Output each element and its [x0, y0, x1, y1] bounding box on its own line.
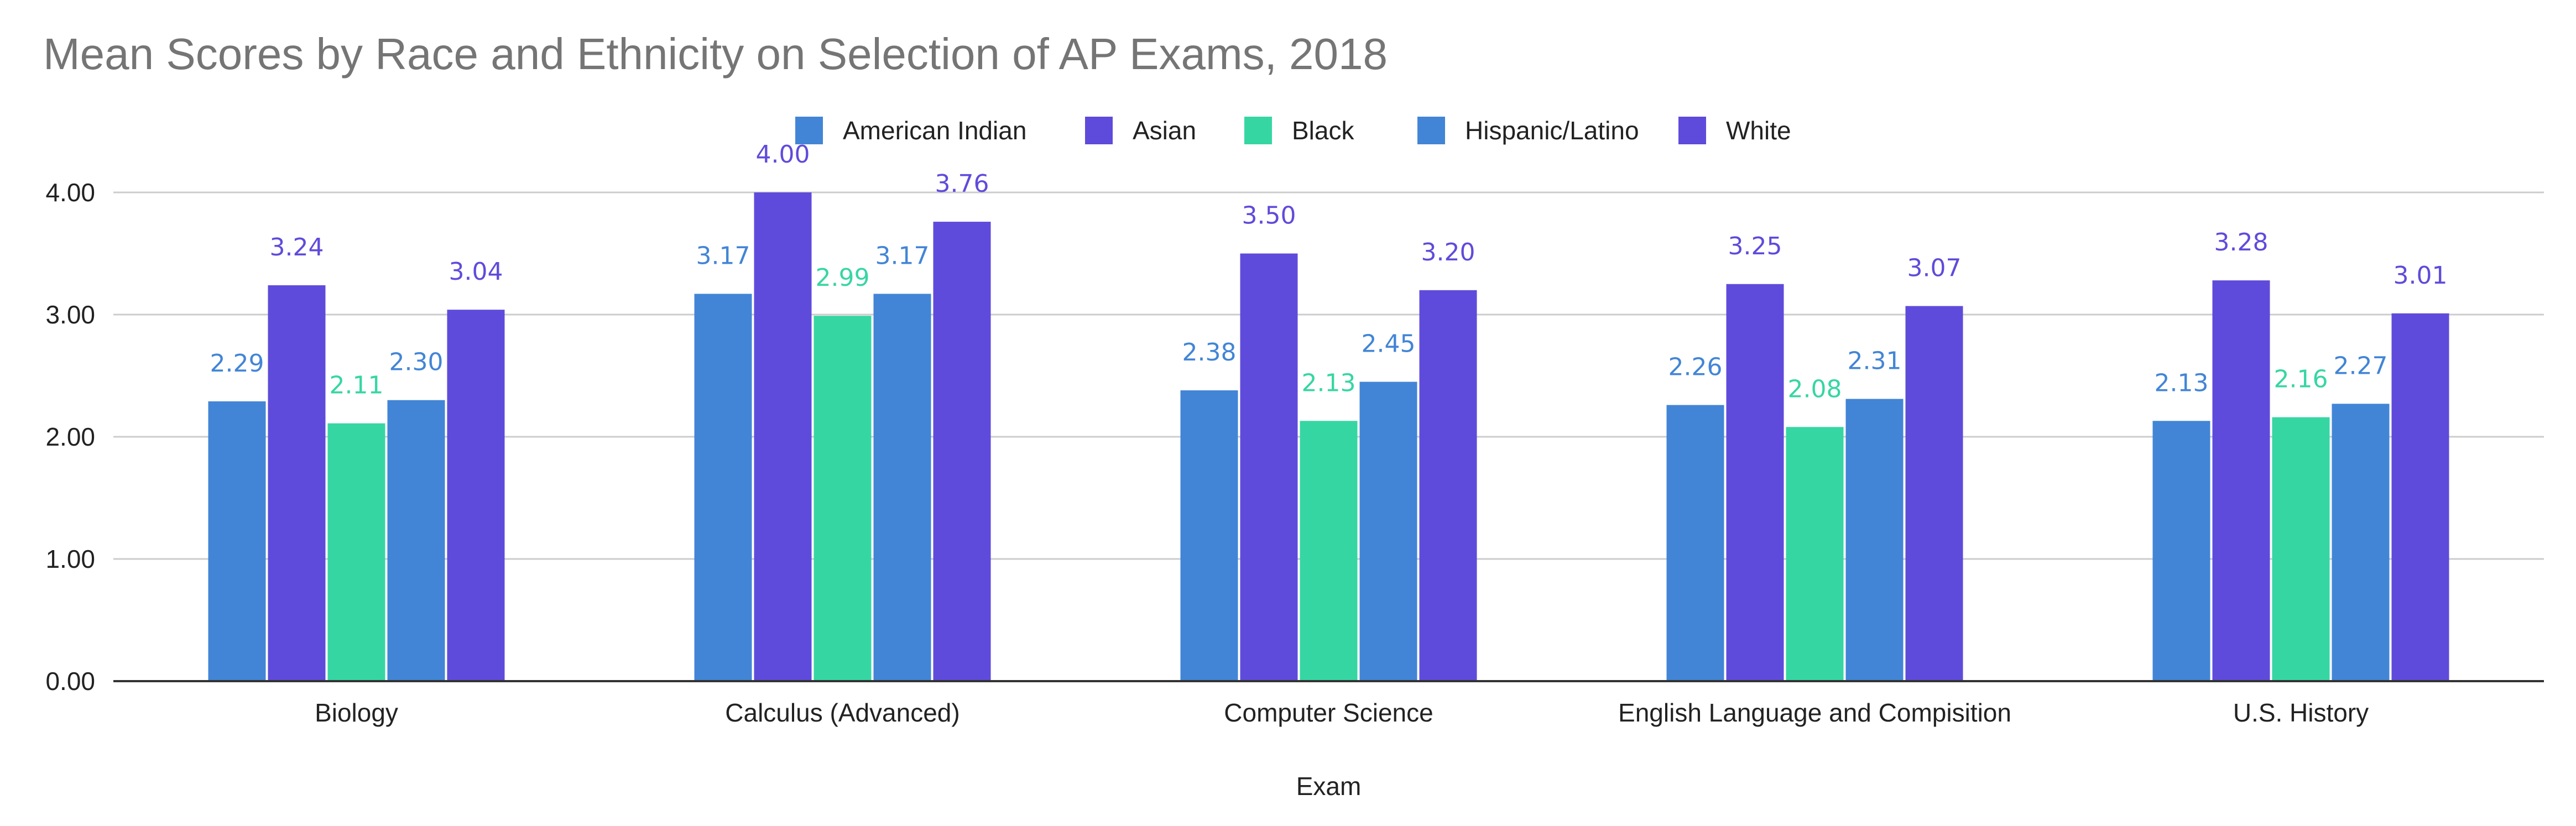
data-label: 3.20 [1421, 238, 1475, 266]
y-tick-label: 1.00 [45, 545, 95, 573]
y-tick-label: 3.00 [45, 300, 95, 329]
chart-title: Mean Scores by Race and Ethnicity on Sel… [43, 29, 1388, 79]
legend-label: American Indian [843, 116, 1026, 145]
data-label: 3.01 [2394, 262, 2448, 290]
bar [1300, 421, 1358, 681]
legend[interactable]: American Indian Asian Black Hispanic/Latino… [795, 116, 1791, 145]
bar [1905, 306, 1963, 681]
data-label: 2.13 [2155, 369, 2209, 397]
legend-swatch [1678, 117, 1706, 144]
bar [1845, 399, 1904, 681]
legend-label: Asian [1133, 116, 1196, 145]
legend-item[interactable]: American Indian [795, 116, 1026, 145]
data-label: 2.26 [1668, 353, 1723, 381]
data-label: 2.99 [816, 264, 870, 292]
data-labels: 2.293.242.112.303.043.174.002.993.173.76… [210, 140, 2448, 403]
legend-item[interactable]: Black [1244, 116, 1354, 145]
bar [1180, 390, 1238, 681]
legend-item[interactable]: White [1678, 116, 1791, 145]
x-category-label: Biology [315, 698, 398, 727]
y-tick-label: 4.00 [45, 178, 95, 207]
bar [2391, 313, 2449, 681]
x-axis-categories: Biology Calculus (Advanced) Computer Scien… [315, 698, 2369, 727]
legend-swatch [1085, 117, 1113, 144]
data-label: 2.27 [2334, 352, 2388, 380]
data-label: 2.13 [1302, 369, 1356, 397]
bar [1359, 381, 1417, 681]
bar [2212, 280, 2270, 681]
bar [1240, 253, 1298, 681]
bar [2152, 421, 2210, 681]
data-label: 3.07 [1907, 254, 1962, 283]
bar [447, 310, 505, 681]
data-label: 3.17 [875, 242, 930, 270]
legend-swatch [1244, 117, 1272, 144]
x-axis-title: Exam [1296, 772, 1362, 801]
data-label: 3.24 [270, 233, 324, 262]
legend-item[interactable]: Asian [1085, 116, 1196, 145]
data-label: 2.38 [1182, 338, 1237, 367]
bar [387, 400, 445, 681]
x-category-label: Calculus (Advanced) [725, 698, 960, 727]
y-axis-ticks: 0.00 1.00 2.00 3.00 4.00 [45, 178, 95, 696]
legend-label: Hispanic/Latino [1465, 116, 1639, 145]
bars [208, 192, 2449, 681]
data-label: 2.08 [1788, 375, 1842, 403]
data-label: 2.31 [1848, 347, 1902, 375]
bar [694, 294, 752, 681]
data-label: 3.04 [449, 258, 503, 286]
data-label: 3.25 [1728, 232, 1782, 260]
bar [327, 423, 385, 681]
x-category-label: Computer Science [1224, 698, 1433, 727]
data-label: 3.76 [935, 170, 989, 198]
legend-item[interactable]: Hispanic/Latino [1417, 116, 1639, 145]
x-category-label: English Language and Compisition [1618, 698, 2011, 727]
bar [754, 192, 812, 681]
bar [2332, 404, 2390, 681]
data-label: 3.50 [1242, 202, 1296, 230]
bar [1786, 427, 1844, 681]
data-label: 3.28 [2214, 228, 2269, 257]
bar [1666, 405, 1724, 681]
bar [814, 316, 872, 681]
y-tick-label: 2.00 [45, 422, 95, 451]
data-label: 2.29 [210, 349, 264, 378]
data-label: 4.00 [756, 140, 810, 169]
bar [873, 294, 931, 681]
bar [208, 401, 266, 681]
x-category-label: U.S. History [2233, 698, 2369, 727]
data-label: 2.45 [1362, 330, 1416, 358]
legend-swatch [795, 117, 823, 144]
bar [1419, 290, 1477, 681]
bar [933, 222, 991, 681]
data-label: 2.16 [2274, 365, 2328, 394]
legend-swatch [1417, 117, 1445, 144]
legend-label: White [1726, 116, 1791, 145]
legend-label: Black [1292, 116, 1354, 145]
data-label: 2.30 [389, 348, 444, 377]
data-label: 3.17 [696, 242, 750, 270]
bar [2272, 417, 2330, 681]
bar [268, 285, 326, 681]
bar [1726, 284, 1784, 681]
data-label: 2.11 [330, 372, 384, 400]
y-tick-label: 0.00 [45, 667, 95, 696]
